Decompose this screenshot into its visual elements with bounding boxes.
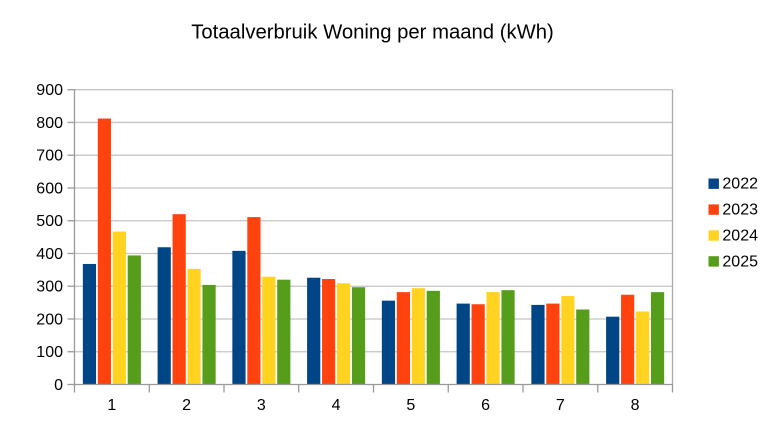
svg-text:0: 0 bbox=[54, 377, 63, 394]
svg-text:2022: 2022 bbox=[722, 176, 758, 193]
svg-text:7: 7 bbox=[556, 397, 565, 414]
svg-text:2025: 2025 bbox=[722, 253, 758, 270]
svg-text:700: 700 bbox=[36, 148, 63, 165]
svg-text:2: 2 bbox=[182, 397, 191, 414]
svg-text:Totaalverbruik Woning per maan: Totaalverbruik Woning per maand (kWh) bbox=[191, 22, 554, 44]
svg-text:4: 4 bbox=[332, 397, 341, 414]
svg-text:6: 6 bbox=[481, 397, 490, 414]
svg-text:400: 400 bbox=[36, 246, 63, 263]
svg-text:900: 900 bbox=[36, 82, 63, 99]
svg-text:200: 200 bbox=[36, 311, 63, 328]
svg-text:300: 300 bbox=[36, 279, 63, 296]
svg-text:800: 800 bbox=[36, 115, 63, 132]
svg-text:500: 500 bbox=[36, 213, 63, 230]
svg-text:100: 100 bbox=[36, 344, 63, 361]
svg-text:8: 8 bbox=[631, 397, 640, 414]
svg-text:3: 3 bbox=[257, 397, 266, 414]
svg-text:2023: 2023 bbox=[722, 202, 758, 219]
svg-text:5: 5 bbox=[406, 397, 415, 414]
svg-text:2024: 2024 bbox=[722, 228, 758, 245]
svg-text:600: 600 bbox=[36, 180, 63, 197]
svg-text:1: 1 bbox=[107, 397, 116, 414]
